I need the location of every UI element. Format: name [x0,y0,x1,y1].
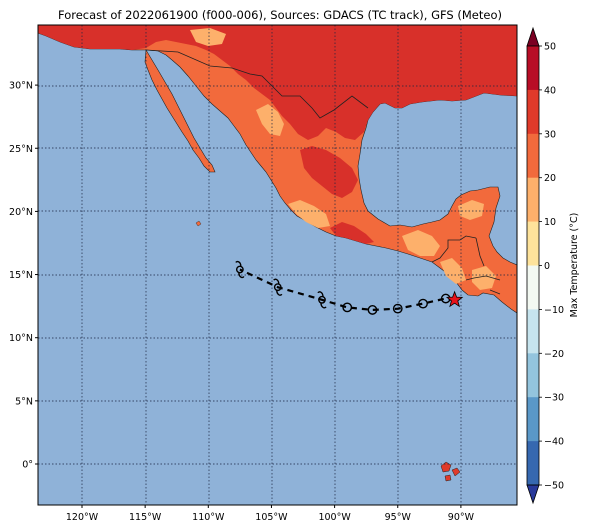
land-galapagos [440,461,461,482]
track-point-circle [418,298,428,309]
lat-tick-label: 25°N [9,144,33,155]
temp-zone-20-30-f [472,266,496,290]
colorbar-tick-label: −20 [544,349,564,360]
lat-tick-label: 30°N [9,81,33,92]
storm-symbol [317,291,327,309]
colorbar-tick-label: 10 [544,217,556,228]
latitude-labels: 30°N 25°N 20°N 15°N 10°N 5°N 0° [9,81,38,471]
track-point-circle [342,302,353,313]
temp-zone-20-30-e [440,258,466,284]
storm-symbol [273,278,283,296]
colorbar-tick-label: 50 [544,42,556,53]
temp-zone-30-40-north [38,25,517,140]
lat-tick-label: 5°N [15,396,33,407]
colorbar-segment [527,133,539,178]
colorbar-label: Max Temperature (°C) [569,213,580,318]
colorbar-segment [527,221,539,266]
colorbar-segment [527,441,539,486]
colorbar-segment [527,397,539,442]
longitude-labels: 120°W 115°W 110°W 105°W 100°W 95°W 90°W [66,505,475,523]
map-frame [37,24,518,506]
colorbar-extend-min [526,484,540,505]
storm-symbol [235,260,245,279]
temp-zone-20-30-c [288,200,330,228]
border-central-america [431,235,501,295]
colorbar-tick-label: 30 [544,129,556,140]
current-position-star [445,290,464,308]
temp-zone-30-40-central [300,146,358,198]
colorbar-segment [527,265,539,310]
lon-tick-label: 115°W [129,512,162,523]
colorbar-tick-label: 20 [544,173,556,184]
lon-tick-label: 95°W [385,512,412,523]
map-panel [38,25,517,505]
lon-tick-label: 90°W [448,512,475,523]
land-baja [144,49,216,173]
colorbar-segment [527,89,539,135]
colorbar-extend-max [526,26,540,47]
colorbar-segment [527,177,539,222]
land-revillagigedo [195,220,202,227]
track-point-circle [367,305,378,315]
gridlines [38,25,517,505]
colorbar-tick-label: 0 [544,261,550,272]
temp-zone-20-30-d [402,230,440,256]
lat-tick-label: 20°N [9,207,33,218]
colorbar-tick-label: −40 [544,437,564,448]
lon-tick-label: 120°W [66,512,99,523]
colorbar: 50 40 30 20 10 0 −10 −20 −30 −40 −50 [526,26,564,505]
colorbar-segment [527,46,539,91]
track-line [239,268,455,312]
temp-zone-20-30-g [458,200,484,220]
border-us-mexico [145,49,369,119]
colorbar-tick-label: −10 [544,305,564,316]
storm-track [235,260,464,315]
colorbar-segment [527,353,539,398]
temp-zone-30-40-south [330,222,374,244]
colorbar-tick-label: −50 [544,481,564,492]
lon-tick-label: 110°W [192,512,225,523]
lon-tick-label: 100°W [318,512,351,523]
lat-tick-label: 0° [22,460,33,471]
track-point-circle [392,303,403,314]
temp-zone-20-30-b [256,104,284,136]
lat-tick-label: 10°N [9,333,33,344]
colorbar-tick-label: −30 [544,393,564,404]
colorbar-tick-label: 40 [544,85,556,96]
temp-zone-20-30-a [190,28,226,46]
lon-tick-label: 105°W [255,512,288,523]
lat-tick-label: 15°N [9,270,33,281]
map-title: Forecast of 2022061900 (f000-006), Sourc… [58,8,502,22]
colorbar-segment [527,309,539,354]
